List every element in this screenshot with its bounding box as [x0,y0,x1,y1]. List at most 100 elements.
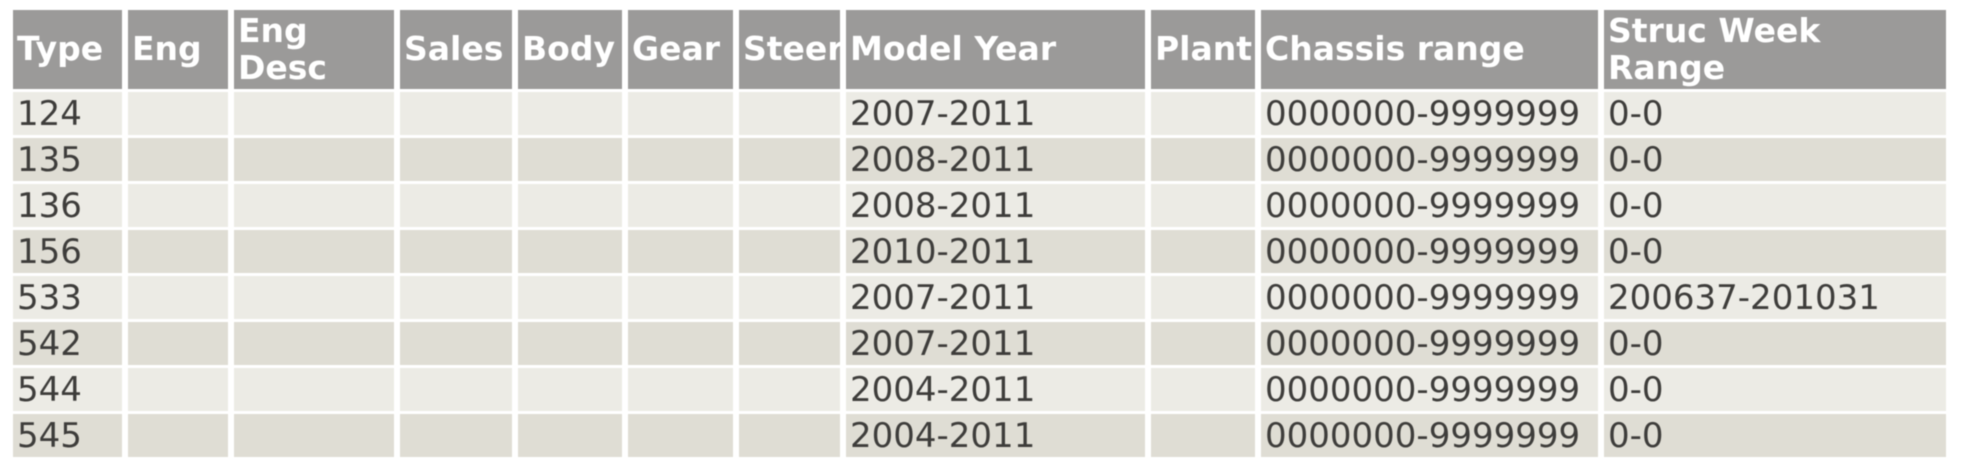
cell-chassis-range: 0000000-9999999 [1261,414,1598,457]
header-row: Type Eng Eng Desc Sales Body Gear Steer Model Y… [13,10,1946,89]
cell-eng-desc [234,184,394,227]
column-header-type: Type [13,10,122,89]
cell-chassis-range: 0000000-9999999 [1261,184,1598,227]
column-header-model-year: Model Year [846,10,1145,89]
cell-struc-week-range: 200637-201031 [1604,276,1946,319]
cell-gear [628,322,733,365]
cell-eng [128,230,228,273]
column-header-steer: Steer [739,10,840,89]
column-header-sales: Sales [400,10,512,89]
table-row-type-542[interactable]: 542 2007-2011 0000000-9999999 0-0 [13,322,1946,365]
cell-eng-desc [234,322,394,365]
cell-eng [128,184,228,227]
cell-chassis-range: 0000000-9999999 [1261,276,1598,319]
cell-gear [628,92,733,135]
column-header-body: Body [518,10,622,89]
cell-type: 533 [13,276,122,319]
cell-plant [1151,230,1255,273]
cell-body [518,230,622,273]
cell-eng [128,276,228,319]
cell-body [518,276,622,319]
cell-gear [628,184,733,227]
column-header-eng-desc: Eng Desc [234,10,394,89]
cell-struc-week-range: 0-0 [1604,368,1946,411]
cell-struc-week-range: 0-0 [1604,230,1946,273]
table-row-type-124[interactable]: 124 2007-2011 0000000-9999999 0-0 [13,92,1946,135]
cell-struc-week-range: 0-0 [1604,138,1946,181]
cell-struc-week-range: 0-0 [1604,414,1946,457]
cell-sales [400,276,512,319]
cell-gear [628,414,733,457]
cell-eng [128,322,228,365]
cell-plant [1151,184,1255,227]
cell-type: 135 [13,138,122,181]
table-body: 124 2007-2011 0000000-9999999 0-0 135 2008-20… [13,92,1946,457]
cell-eng [128,138,228,181]
column-header-struc-week-range: Struc Week Range [1604,10,1946,89]
cell-sales [400,368,512,411]
cell-eng [128,368,228,411]
cell-type: 544 [13,368,122,411]
cell-body [518,368,622,411]
cell-gear [628,276,733,319]
cell-sales [400,92,512,135]
cell-gear [628,368,733,411]
cell-struc-week-range: 0-0 [1604,184,1946,227]
cell-body [518,322,622,365]
cell-gear [628,230,733,273]
cell-type: 124 [13,92,122,135]
column-header-plant: Plant [1151,10,1255,89]
cell-chassis-range: 0000000-9999999 [1261,92,1598,135]
cell-eng [128,414,228,457]
column-header-chassis-range: Chassis range [1261,10,1598,89]
cell-eng [128,92,228,135]
cell-type: 136 [13,184,122,227]
table-row-type-156[interactable]: 156 2010-2011 0000000-9999999 0-0 [13,230,1946,273]
table-row-type-136[interactable]: 136 2008-2011 0000000-9999999 0-0 [13,184,1946,227]
cell-steer [739,322,840,365]
cell-sales [400,184,512,227]
cell-steer [739,184,840,227]
cell-type: 545 [13,414,122,457]
cell-plant [1151,368,1255,411]
vehicle-profile-table: Type Eng Eng Desc Sales Body Gear Steer Model Y… [7,7,1952,460]
cell-steer [739,92,840,135]
cell-eng-desc [234,138,394,181]
cell-chassis-range: 0000000-9999999 [1261,230,1598,273]
cell-eng-desc [234,368,394,411]
cell-body [518,414,622,457]
cell-eng-desc [234,276,394,319]
table-row-type-533[interactable]: 533 2007-2011 0000000-9999999 200637-201031 [13,276,1946,319]
table-row-type-135[interactable]: 135 2008-2011 0000000-9999999 0-0 [13,138,1946,181]
cell-chassis-range: 0000000-9999999 [1261,322,1598,365]
table-row-type-544[interactable]: 544 2004-2011 0000000-9999999 0-0 [13,368,1946,411]
cell-struc-week-range: 0-0 [1604,92,1946,135]
cell-plant [1151,92,1255,135]
cell-plant [1151,414,1255,457]
cell-type: 542 [13,322,122,365]
cell-model-year: 2008-2011 [846,138,1145,181]
cell-steer [739,230,840,273]
cell-steer [739,414,840,457]
cell-sales [400,138,512,181]
cell-plant [1151,138,1255,181]
cell-sales [400,230,512,273]
cell-eng-desc [234,414,394,457]
column-header-eng: Eng [128,10,228,89]
cell-struc-week-range: 0-0 [1604,322,1946,365]
cell-plant [1151,276,1255,319]
cell-model-year: 2008-2011 [846,184,1145,227]
table-row-type-545[interactable]: 545 2004-2011 0000000-9999999 0-0 [13,414,1946,457]
cell-model-year: 2004-2011 [846,414,1145,457]
cell-body [518,92,622,135]
cell-body [518,184,622,227]
cell-steer [739,276,840,319]
cell-model-year: 2004-2011 [846,368,1145,411]
cell-model-year: 2007-2011 [846,322,1145,365]
cell-plant [1151,322,1255,365]
cell-model-year: 2007-2011 [846,276,1145,319]
cell-model-year: 2010-2011 [846,230,1145,273]
cell-sales [400,414,512,457]
cell-chassis-range: 0000000-9999999 [1261,138,1598,181]
